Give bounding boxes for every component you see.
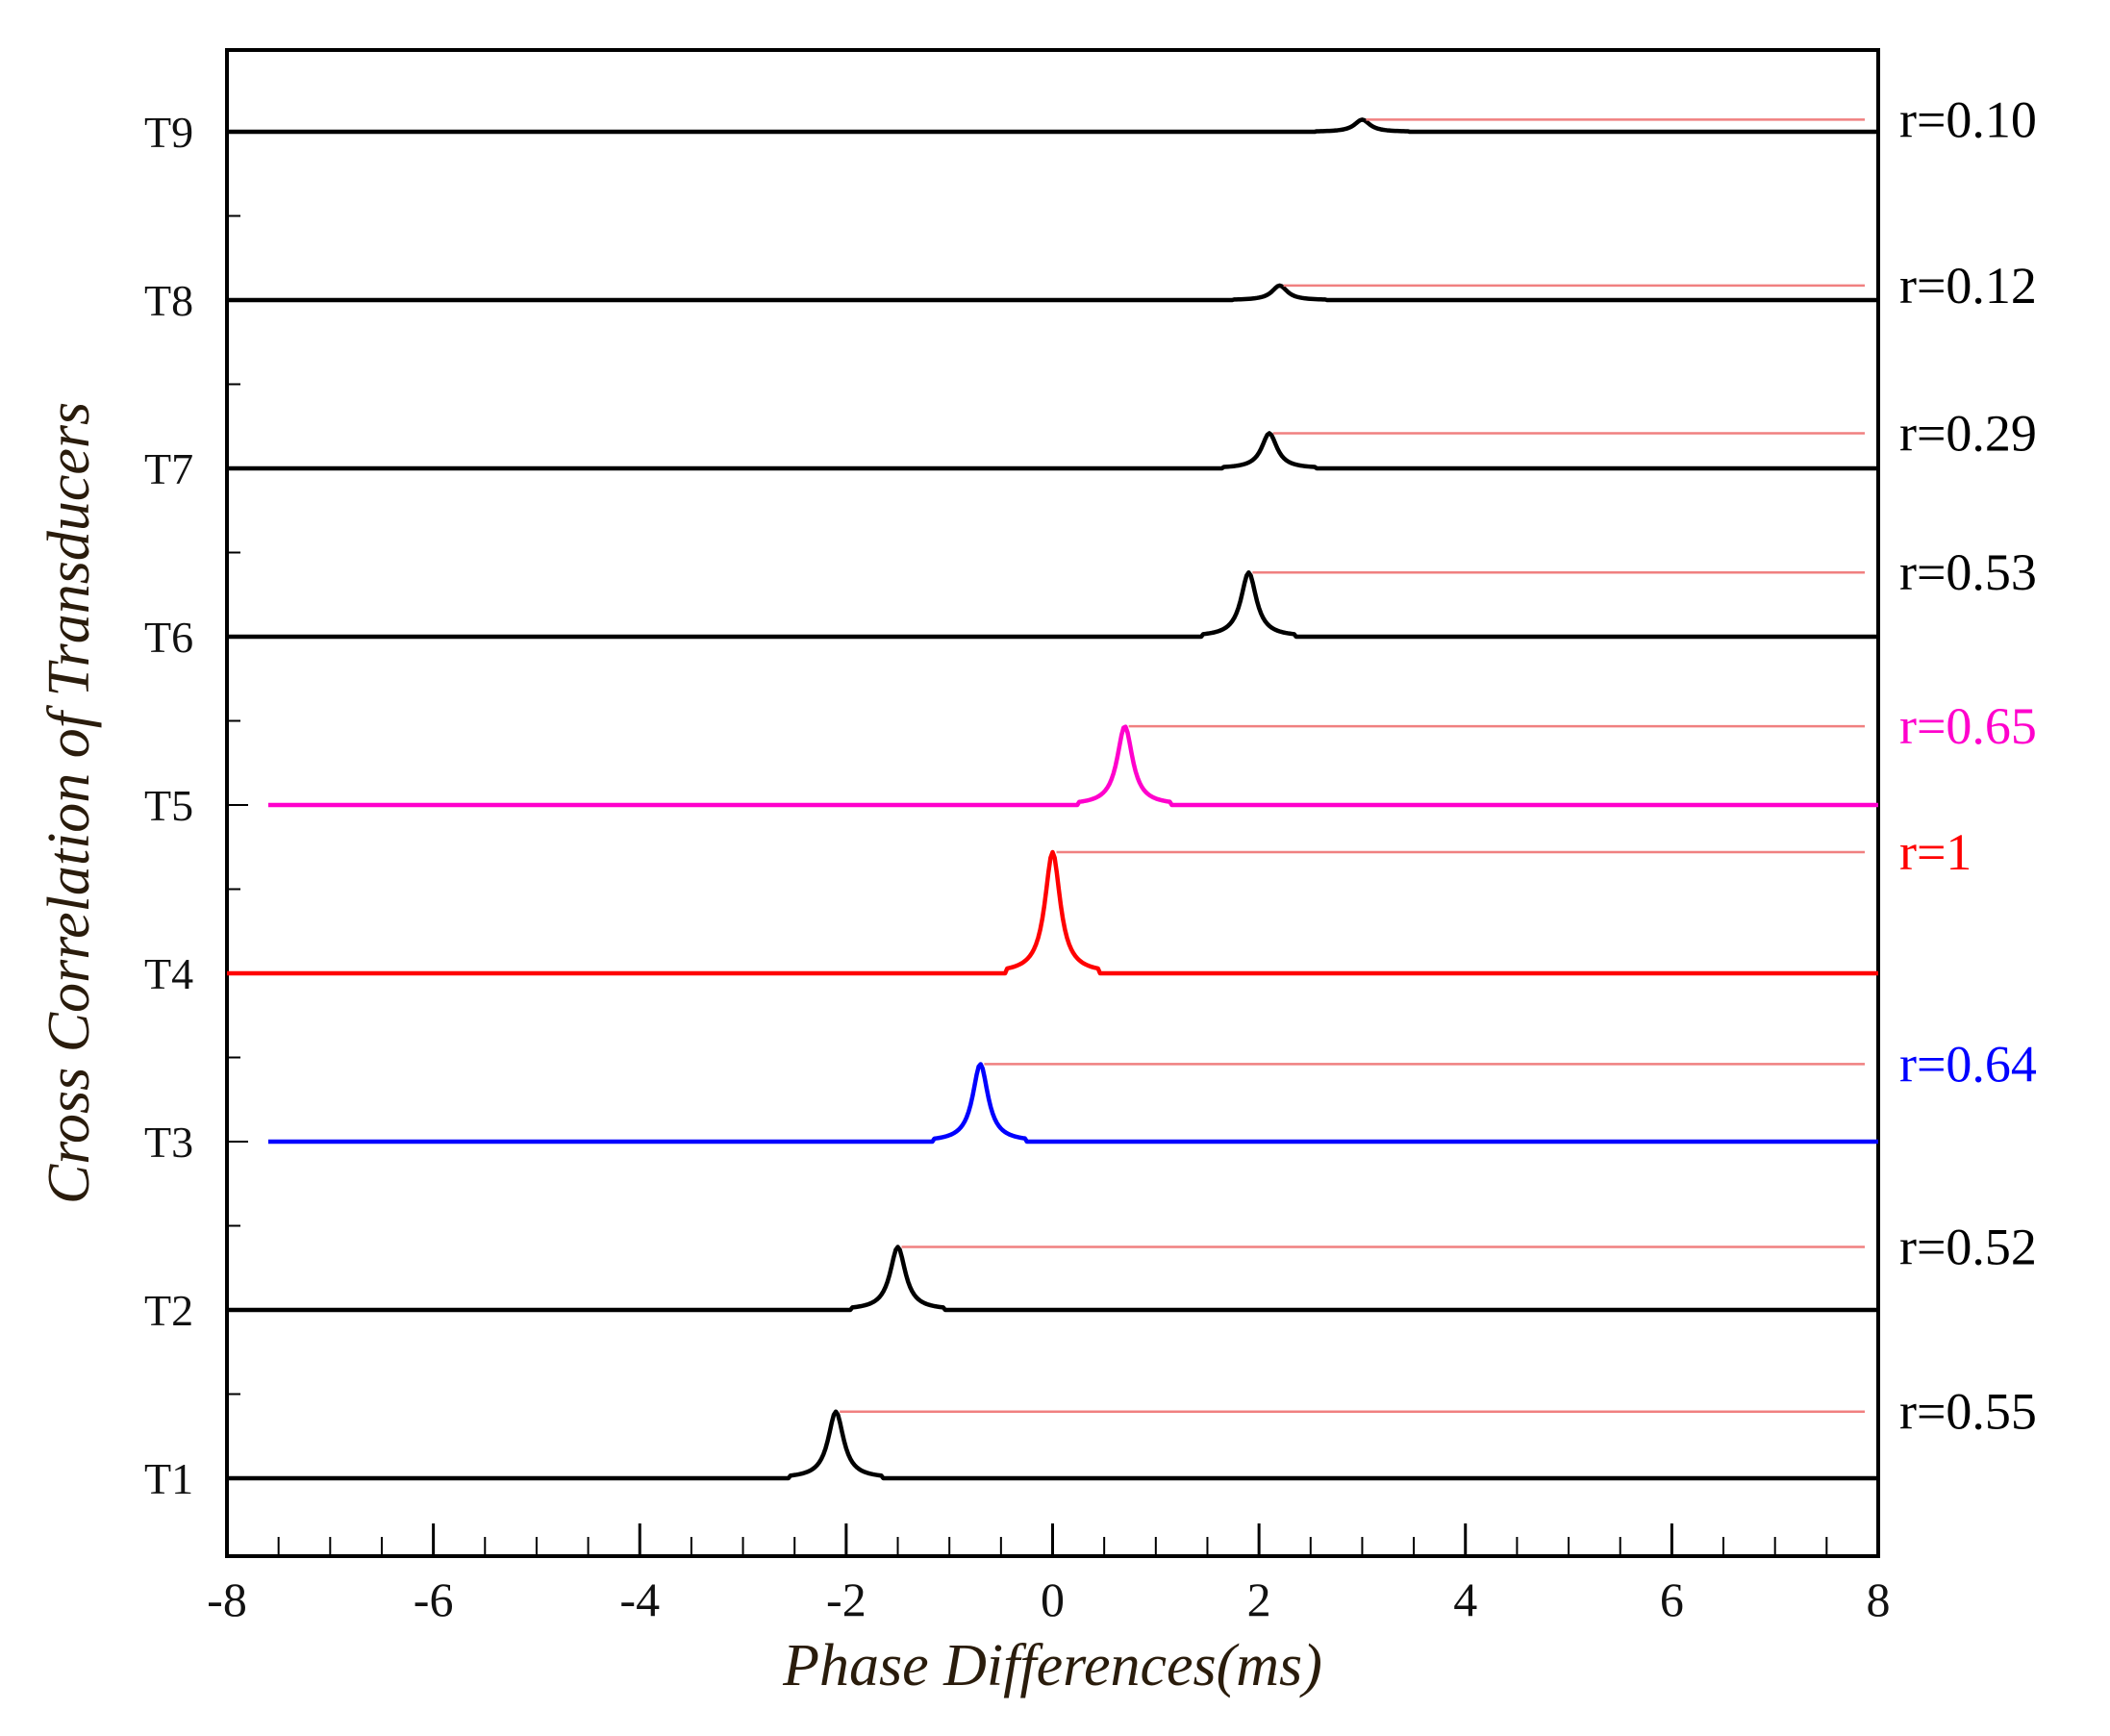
text-layer: -8 -6 -4 -2 0 2 4 6 8 T1 r=0.55 T2 r=0.52 T3 r=0.64 T4 r… [37, 90, 2037, 1698]
r-value-label-t3: r=0.64 [1899, 1035, 2037, 1093]
x-tick-label: 0 [1041, 1572, 1065, 1626]
row-label-t4: T4 [144, 949, 193, 998]
x-tick-label: 6 [1660, 1572, 1684, 1626]
x-tick-label: -6 [414, 1572, 454, 1626]
x-tick-label: 8 [1867, 1572, 1891, 1626]
row-label-t6: T6 [144, 613, 193, 662]
series-line-t2 [226, 1245, 1879, 1313]
row-label-t2: T2 [144, 1286, 193, 1335]
row-label-t1: T1 [144, 1454, 193, 1503]
x-axis-title: Phase Differences(ms) [782, 1633, 1322, 1698]
row-label-t9: T9 [144, 108, 193, 157]
row-label-t7: T7 [144, 444, 193, 493]
r-value-label-t4: r=1 [1899, 823, 1972, 881]
r-value-label-t5: r=0.65 [1899, 697, 2037, 755]
series-line-t9 [226, 117, 1879, 135]
r-value-label-t1: r=0.55 [1899, 1383, 2037, 1441]
row-label-t5: T5 [144, 781, 193, 830]
x-tick-label: -4 [619, 1572, 660, 1626]
r-value-label-t9: r=0.10 [1899, 90, 2037, 148]
x-tick-label: 4 [1453, 1572, 1477, 1626]
series-line-t3 [267, 1062, 1879, 1145]
series-line-t6 [226, 569, 1879, 640]
series-line-t8 [226, 283, 1879, 303]
y-axis-title: Cross Correlation of Transducers [37, 402, 102, 1204]
series-line-t5 [267, 724, 1879, 808]
row-label-t3: T3 [144, 1118, 193, 1167]
series-line-t7 [226, 431, 1879, 471]
series-layer [226, 117, 1879, 1481]
series-line-t4 [226, 849, 1879, 976]
x-tick-label: -8 [207, 1572, 247, 1626]
r-value-label-t6: r=0.53 [1899, 543, 2037, 601]
r-value-label-t7: r=0.29 [1899, 404, 2037, 462]
row-label-t8: T8 [144, 276, 193, 325]
r-value-label-t8: r=0.12 [1899, 257, 2037, 314]
x-tick-label: -2 [826, 1572, 867, 1626]
r-value-label-t2: r=0.52 [1899, 1218, 2037, 1275]
x-tick-label: 2 [1247, 1572, 1271, 1626]
series-line-t1 [226, 1409, 1879, 1481]
